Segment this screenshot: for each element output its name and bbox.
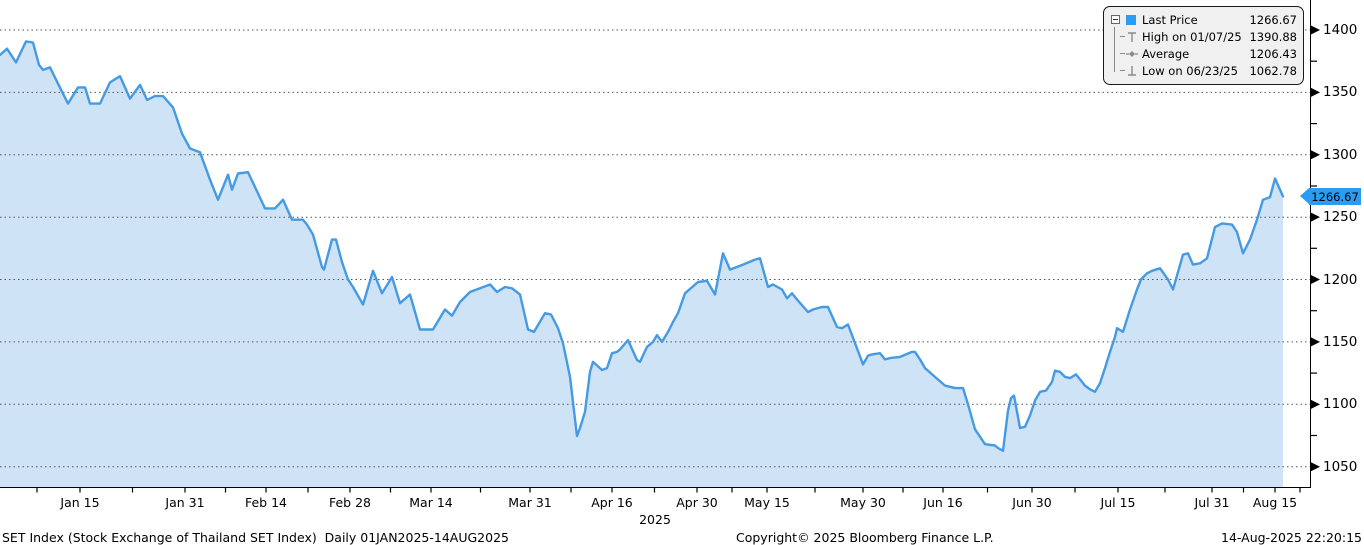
legend-tree-cell <box>1109 45 1126 62</box>
legend-row-low: Low on 06/23/25 1062.78 <box>1109 62 1297 79</box>
legend-tree-cell <box>1109 28 1126 45</box>
legend-label: Average <box>1142 46 1190 61</box>
legend-value: 1266.67 <box>1249 12 1297 27</box>
legend-label: Last Price <box>1142 12 1198 27</box>
legend-value: 1390.88 <box>1249 29 1297 44</box>
legend-tree-cell <box>1109 62 1126 79</box>
high-marker-icon <box>1126 31 1142 43</box>
chart-title-and-period: SET Index (Stock Exchange of Thailand SE… <box>2 530 509 545</box>
area-fill <box>0 41 1283 488</box>
copyright-text: Copyright© 2025 Bloomberg Finance L.P. <box>736 530 994 545</box>
price-line <box>0 40 1285 452</box>
y-tick-arrow <box>1311 275 1320 285</box>
y-tick-arrow <box>1311 150 1320 160</box>
chart-legend[interactable]: Last Price 1266.67 High on 01/07/25 1390… <box>1103 6 1304 85</box>
y-tick-arrow <box>1311 212 1320 222</box>
last-price-tag: 1266.67 <box>1309 188 1361 205</box>
legend-collapse-icon[interactable] <box>1111 15 1120 24</box>
y-tick-arrow <box>1311 25 1320 35</box>
legend-value: 1206.43 <box>1249 46 1297 61</box>
legend-row-average: Average 1206.43 <box>1109 45 1297 62</box>
average-marker-icon <box>1126 48 1142 60</box>
timestamp-text: 14-Aug-2025 22:20:15 <box>1221 530 1362 545</box>
last-price-tag-tip <box>1300 188 1309 204</box>
y-tick-arrow <box>1311 87 1320 97</box>
legend-tree-line <box>1114 27 1115 72</box>
y-tick-arrow <box>1311 462 1320 472</box>
legend-row-last-price: Last Price 1266.67 <box>1109 11 1297 28</box>
y-tick-arrow <box>1311 337 1320 347</box>
legend-value: 1062.78 <box>1249 63 1297 78</box>
last-price-swatch-icon <box>1126 14 1142 26</box>
legend-label: High on 01/07/25 <box>1142 29 1242 44</box>
low-marker-icon <box>1126 65 1142 77</box>
legend-tree-cell <box>1109 11 1126 28</box>
legend-row-high: High on 01/07/25 1390.88 <box>1109 28 1297 45</box>
legend-label: Low on 06/23/25 <box>1142 63 1238 78</box>
y-tick-arrow <box>1311 399 1320 409</box>
